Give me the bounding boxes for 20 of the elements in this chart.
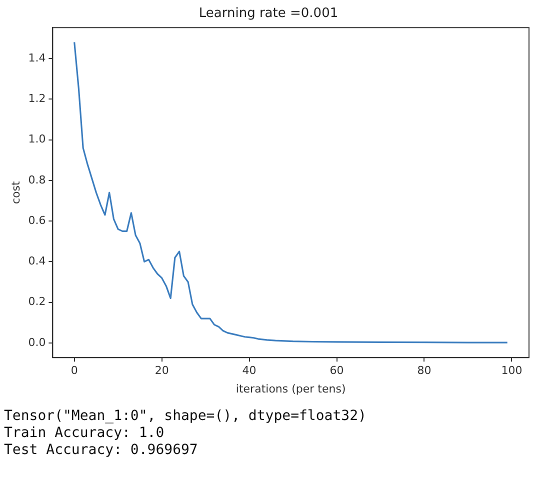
- text: Tensor("Mean_1:0", shape=(), dtype=float32): [4, 408, 366, 425]
- y-tick-label: 1.2: [28, 92, 46, 105]
- x-tick-label: 100: [501, 364, 522, 378]
- x-tick-label: 20: [154, 364, 169, 378]
- y-tick-label: 0.6: [28, 214, 46, 227]
- x-tick-label: 0: [70, 364, 78, 378]
- y-tick-label: 1.0: [28, 132, 46, 146]
- y-axis-title: cost: [9, 180, 22, 204]
- y-tick-label: 0.0: [28, 336, 46, 349]
- x-tick-label: 60: [330, 364, 344, 378]
- y-tick-label: 0.4: [28, 254, 46, 268]
- x-tick-label: 40: [242, 364, 256, 378]
- text: Train Accuracy: 1.0: [4, 425, 166, 442]
- y-tick-label: 0.8: [28, 173, 46, 186]
- y-tick-label: 1.4: [28, 51, 46, 64]
- chart-title: Learning rate =0.001: [198, 6, 338, 22]
- text: Test Accuracy: 0.969697: [4, 442, 199, 459]
- x-tick-label: 80: [417, 364, 432, 378]
- y-tick-label: 0.2: [28, 295, 46, 308]
- x-axis-title: iterations (per tens): [236, 382, 346, 396]
